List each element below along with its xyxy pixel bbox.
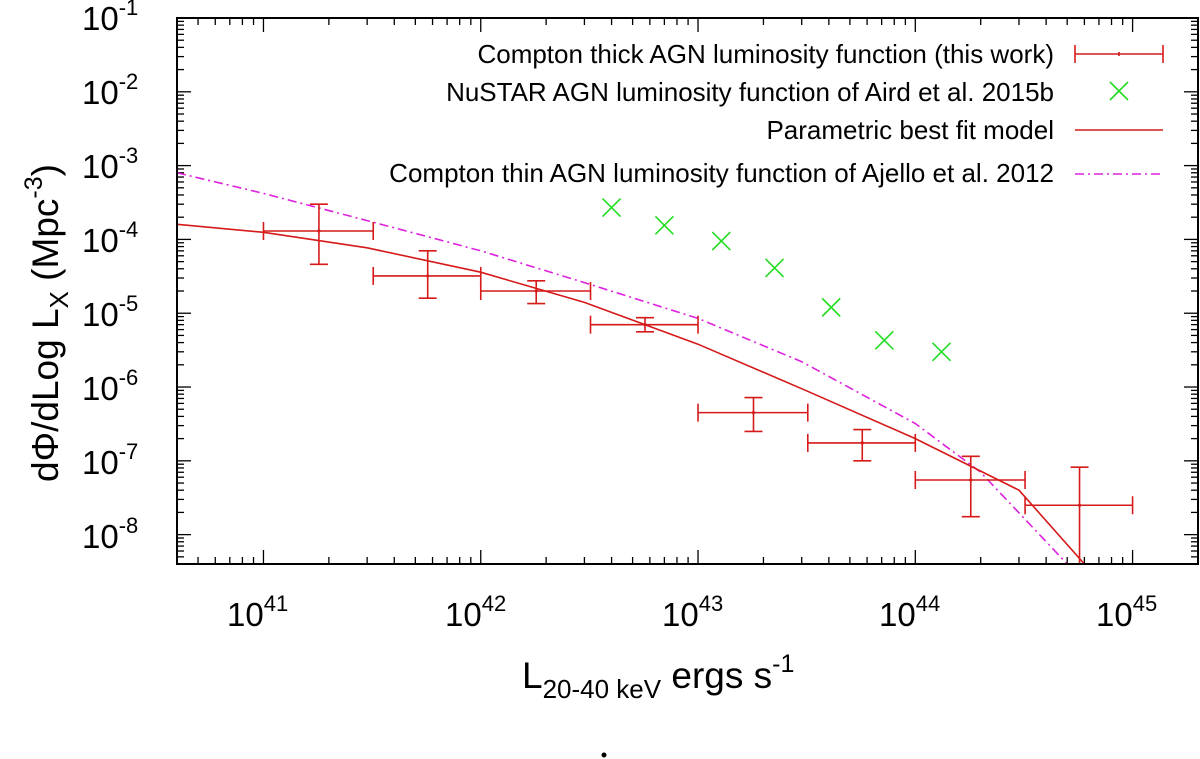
major-ticks (177, 17, 1198, 564)
nustar-marker (711, 231, 731, 251)
x-axis-title: L20-40 keV ergs s-1 (522, 650, 794, 704)
x-tick-label: 1041 (227, 591, 288, 633)
ct-lf-point (860, 441, 864, 445)
x-tick-label: 1044 (879, 591, 940, 633)
y-tick-label: 10-6 (82, 365, 138, 407)
series-layer (177, 172, 1134, 564)
ct-lf-point (751, 411, 756, 415)
nustar-marker (654, 215, 674, 235)
nustar-marker-stroke (931, 342, 952, 362)
ct-lf-point (534, 289, 538, 293)
ajello-lf-line (177, 172, 1068, 564)
y-axis-title: dΦ/dLog LX (Mpc-3) (20, 164, 74, 482)
legend-key-ct-lf (1074, 45, 1164, 63)
y-tick-label: 10-3 (82, 143, 138, 185)
x-tick-label: 1043 (662, 591, 723, 633)
plot-frame (176, 17, 1199, 565)
ct-lf-point (1077, 503, 1082, 507)
legend-label-ct-lf: Compton thick AGN luminosity function (t… (477, 39, 1054, 69)
legend-key-nustar (1109, 81, 1129, 101)
nustar-marker (821, 297, 841, 317)
nustar-marker (764, 258, 785, 278)
nustar-marker (931, 342, 952, 362)
y-tick-label: 10-5 (82, 291, 138, 333)
y-tick-label: 10-1 (82, 0, 138, 37)
legend-label-ajello: Compton thin AGN luminosity function of … (389, 158, 1054, 188)
legend: Compton thick AGN luminosity function (t… (389, 39, 1164, 188)
ct-lf-errorbar-point (479, 279, 592, 305)
x-tick-label: 1042 (445, 591, 506, 633)
caption-dot (601, 752, 607, 758)
nustar-marker-stroke (764, 258, 785, 278)
ct-lf-errorbar-point (1024, 466, 1134, 564)
ct-lf-errorbar-point (806, 428, 917, 462)
ct-lf-errorbar-point (262, 203, 375, 266)
y-tick-label: 10-7 (82, 439, 138, 481)
nustar-marker (601, 198, 622, 218)
x-tick-label: 1045 (1096, 591, 1157, 633)
nustar-marker-stroke (711, 231, 731, 251)
minor-ticks (176, 18, 1199, 565)
ct-lf-point (426, 274, 430, 278)
ct-lf-point (969, 478, 973, 482)
ct-lf-point (643, 323, 647, 327)
nustar-marker-stroke (821, 297, 841, 317)
nustar-marker-stroke (654, 215, 674, 235)
ct-lf-errorbar-point (697, 396, 809, 433)
nustar-marker-stroke (601, 198, 622, 218)
y-tick-label: 10-4 (82, 217, 138, 259)
nustar-marker-stroke (874, 330, 894, 350)
y-tick-label: 10-8 (82, 513, 138, 555)
nustar-marker (874, 330, 894, 350)
ct-lf-point (317, 229, 321, 233)
best-fit-line (177, 223, 1085, 564)
ct-lf-errorbar-point (914, 455, 1026, 518)
y-tick-labels: 10-1 10-2 10-3 10-4 10-5 10-6 10-7 10-8 (82, 0, 138, 555)
x-tick-labels: 1041 1042 1043 1044 1045 (227, 591, 1157, 633)
ct-lf-errorbar-point (589, 315, 699, 334)
legend-label-best-fit: Parametric best fit model (766, 115, 1054, 145)
y-tick-label: 10-2 (82, 69, 138, 111)
legend-label-nustar: NuSTAR AGN luminosity function of Aird e… (446, 77, 1054, 107)
ct-lf-errorbar-point (372, 250, 482, 299)
